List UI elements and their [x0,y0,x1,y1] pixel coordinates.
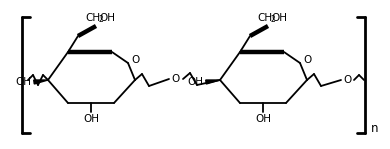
Polygon shape [34,80,48,84]
Text: CH: CH [257,13,273,23]
Text: OH: OH [83,114,99,124]
Text: O: O [131,55,139,65]
Text: O: O [344,75,352,85]
Text: OH: OH [187,77,203,87]
Text: 2: 2 [271,15,275,24]
Text: OH: OH [255,114,271,124]
Text: n: n [371,121,379,135]
Text: OH: OH [271,13,287,23]
Polygon shape [206,80,220,84]
Text: 2: 2 [99,15,103,24]
Text: OH: OH [99,13,115,23]
Text: O: O [172,74,180,84]
Text: O: O [303,55,311,65]
Text: OH: OH [15,77,31,87]
Text: CH: CH [85,13,101,23]
